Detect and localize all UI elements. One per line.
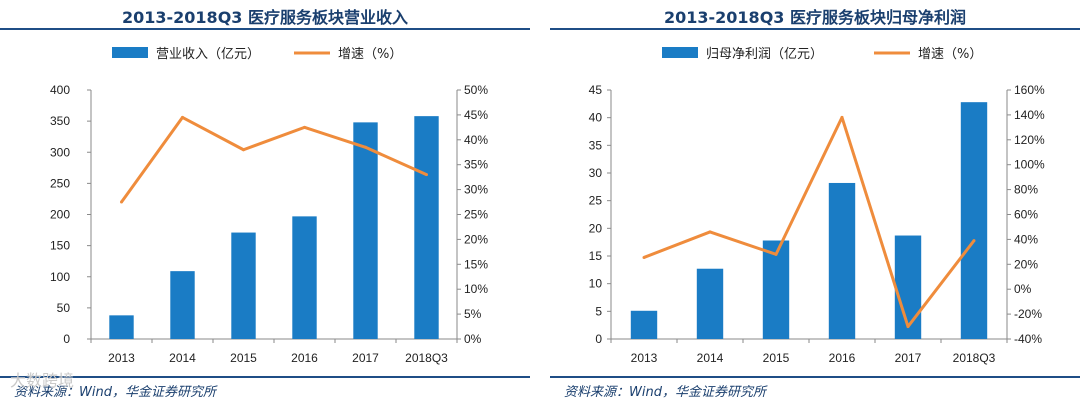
right-tick-label: 45%: [464, 108, 488, 122]
legend-bar-label: 营业收入（亿元）: [156, 47, 260, 62]
right-tick-label: 30%: [464, 183, 488, 197]
left-tick-label: 100: [50, 270, 70, 284]
left-tick-label: 5: [595, 304, 602, 318]
source-note: 资料来源：Wind，华金证券研究所: [564, 385, 766, 400]
left-tick-label: 350: [50, 114, 70, 128]
left-tick-label: 250: [50, 176, 70, 190]
source-note: 资料来源：Wind，华金证券研究所: [14, 385, 216, 400]
bar: [414, 116, 439, 340]
growth-point: [840, 115, 844, 119]
left-tick-label: 50: [57, 301, 71, 315]
growth-point: [906, 325, 910, 329]
bar: [170, 271, 195, 339]
revenue-chart: 0 50 100 150 200 250 300 350 400 0% 5% 10% 15% 20% 25%…: [50, 47, 488, 365]
watermark: 大数跨境: [10, 371, 75, 390]
growth-point: [181, 115, 184, 119]
growth-point: [972, 239, 976, 243]
category-label: 2015: [230, 351, 257, 365]
bar: [762, 240, 790, 339]
growth-point: [708, 230, 712, 234]
category-label: 2016: [291, 351, 318, 365]
right-tick-label: 50%: [464, 83, 488, 97]
growth-point: [364, 145, 367, 149]
right-tick-label: 0%: [464, 332, 482, 346]
left-tick-label: 400: [50, 83, 70, 97]
category-label: 2014: [169, 351, 196, 365]
category-label: 2017: [352, 351, 379, 365]
right-tick-label: 140%: [1014, 108, 1045, 122]
legend-bar-swatch: [112, 47, 148, 58]
left-tick-label: 30: [589, 166, 603, 180]
right-tick-label: 80%: [1014, 183, 1038, 197]
profit-chart: 0 5 10 15 20 25 30 35 40 45 -40% -20% 0% 20% 40% 60% 80%…: [589, 47, 1045, 365]
left-tick-label: 25: [589, 194, 603, 208]
growth-line: [120, 115, 428, 203]
legend-line-label: 增速（%）: [918, 47, 982, 62]
right-tick-label: 20%: [1014, 257, 1038, 271]
title-divider: [550, 28, 1080, 30]
left-tick-label: 15: [589, 249, 603, 263]
left-tick-label: 0: [595, 332, 602, 346]
left-tick-label: 35: [589, 138, 603, 152]
left-tick-label: 150: [50, 239, 70, 253]
bar: [231, 232, 256, 339]
left-tick-label: 40: [589, 111, 603, 125]
category-label: 2018Q3: [405, 351, 448, 365]
title-divider: [0, 28, 530, 30]
right-tick-label: 40%: [464, 133, 488, 147]
right-tick-label: -20%: [1014, 307, 1042, 321]
profit-chart-panel: 2013-2018Q3 医疗服务板块归母净利润 0 5 10 15 20 25 30 35 40…: [550, 0, 1080, 403]
right-tick-label: 15%: [464, 257, 488, 271]
bar: [353, 122, 378, 340]
right-tick-label: 40%: [1014, 232, 1038, 246]
legend-bar-label: 归母净利润（亿元）: [706, 47, 823, 62]
growth-line: [643, 115, 976, 329]
right-tick-label: 160%: [1014, 83, 1045, 97]
growth-point: [120, 200, 123, 204]
bar: [109, 315, 134, 339]
category-label: 2013: [631, 351, 658, 365]
revenue-chart-title: 2013-2018Q3 医疗服务板块营业收入: [121, 8, 408, 27]
right-tick-label: -40%: [1014, 332, 1042, 346]
bar: [292, 216, 317, 339]
category-label: 2016: [829, 351, 856, 365]
right-tick-label: 100%: [1014, 158, 1045, 172]
footer-divider: [550, 376, 1080, 378]
left-tick-label: 300: [50, 145, 70, 159]
right-tick-label: 120%: [1014, 133, 1045, 147]
right-tick-label: 10%: [464, 282, 488, 296]
legend-bar-swatch: [662, 47, 698, 58]
right-tick-label: 20%: [464, 232, 488, 246]
left-tick-label: 200: [50, 208, 70, 222]
bar: [696, 268, 724, 339]
right-tick-label: 5%: [464, 307, 482, 321]
right-tick-label: 0%: [1014, 282, 1032, 296]
profit-chart-title: 2013-2018Q3 医疗服务板块归母净利润: [663, 8, 966, 27]
right-tick-label: 35%: [464, 158, 488, 172]
right-tick-label: 25%: [464, 208, 488, 222]
category-label: 2017: [895, 351, 922, 365]
growth-point: [774, 252, 778, 256]
revenue-chart-panel: 2013-2018Q3 医疗服务板块营业收入 0 50 100 150 200 250 30…: [0, 0, 530, 403]
growth-point: [425, 173, 428, 177]
growth-point: [303, 125, 306, 129]
left-tick-label: 45: [589, 83, 603, 97]
footer-divider: [0, 376, 530, 378]
category-label: 2014: [697, 351, 724, 365]
category-label: 2015: [763, 351, 790, 365]
category-label: 2018Q3: [953, 351, 996, 365]
category-label: 2013: [108, 351, 135, 365]
legend-line-label: 增速（%）: [338, 47, 402, 62]
left-tick-label: 0: [63, 332, 70, 346]
growth-point: [642, 255, 646, 259]
left-tick-label: 20: [589, 221, 603, 235]
growth-point: [242, 148, 245, 152]
bar: [960, 102, 988, 339]
left-tick-label: 10: [589, 277, 603, 291]
bar: [828, 182, 856, 339]
bar: [630, 310, 658, 339]
right-tick-label: 60%: [1014, 208, 1038, 222]
